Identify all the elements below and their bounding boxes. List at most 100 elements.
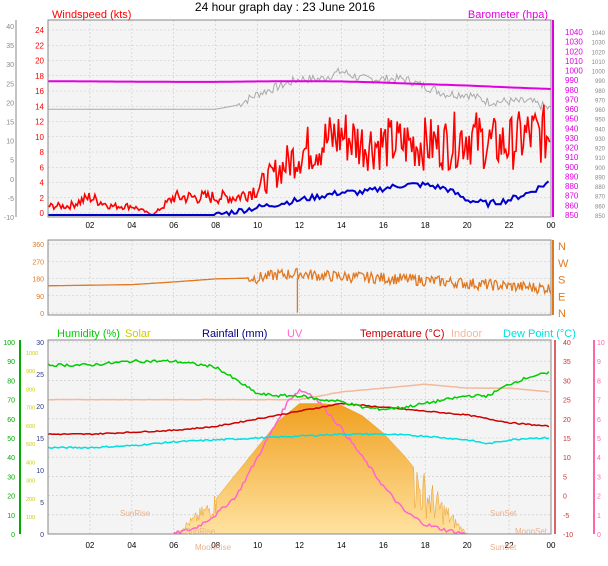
windspeed-tick: 16 [35, 87, 44, 96]
temp-x-tick: 00 [547, 541, 556, 550]
temperature-tick: 0 [563, 494, 567, 501]
humidity-tick: 100 [3, 340, 15, 347]
barometer-right-tick: 990 [595, 79, 606, 85]
windspeed-tick: 0 [40, 209, 45, 218]
rainfall-tick: 10 [36, 468, 44, 475]
temperature-tick: 30 [563, 378, 571, 385]
barometer-tick: 990 [565, 76, 579, 85]
sun-annotation: SunSet [490, 543, 517, 552]
legend-item: Rainfall (mm) [202, 328, 267, 340]
secondary-tick: 35 [6, 43, 14, 50]
barometer-tick: 890 [565, 172, 579, 181]
uv-tick: 3 [597, 474, 601, 481]
sun-annotation: SunRise [120, 509, 151, 518]
temperature-tick: 35 [563, 359, 571, 366]
barometer-right-tick: 870 [595, 195, 606, 201]
direction-tick: 0 [40, 311, 44, 318]
solar-tick: 600 [26, 424, 35, 430]
solar-tick: 400 [26, 460, 35, 466]
wind-x-tick: 04 [127, 221, 136, 230]
wind-x-tick: 18 [421, 221, 430, 230]
indoor-line [48, 383, 549, 401]
temperature-tick: 5 [563, 474, 567, 481]
barometer-tick: 930 [565, 134, 579, 143]
direction-tick: 270 [32, 259, 44, 266]
uv-line [173, 388, 466, 535]
rainfall-axis: 30 25 20 15 10 5 0 [36, 340, 44, 539]
barometer-right-tick: 970 [595, 98, 606, 104]
humidity-tick: 80 [7, 378, 15, 385]
barometer-tick: 1040 [565, 28, 583, 37]
barometer-right-tick: 890 [595, 175, 606, 181]
temperature-line [47, 402, 550, 436]
temp-x-tick: 08 [211, 541, 220, 550]
temp-x-tick: 16 [379, 541, 388, 550]
barometer-right-tick: 1020 [592, 50, 606, 56]
barometer-line [48, 80, 552, 90]
temperature-tick: 15 [563, 436, 571, 443]
barometer-axis: 1040103010201010100099098097096095094093… [552, 20, 583, 220]
humidity-tick: 30 [7, 474, 15, 481]
barometer-tick: 980 [565, 86, 579, 95]
uv-tick: 5 [597, 436, 601, 443]
barometer-right-tick: 880 [595, 185, 606, 191]
windspeed-tick: 2 [40, 194, 45, 203]
solar-tick: 900 [26, 369, 35, 375]
uv-tick: 1 [597, 513, 601, 520]
windspeed-line [47, 104, 551, 216]
secondary-tick: 0 [10, 177, 14, 184]
uv-tick: 2 [597, 494, 601, 501]
humidity-tick: 70 [7, 398, 15, 405]
temp-x-tick: 18 [421, 541, 430, 550]
humidity-tick: 10 [7, 513, 15, 520]
rainfall-tick: 0 [40, 532, 44, 539]
barometer-right-tick: 940 [595, 127, 606, 133]
direction-compass-label: W [558, 258, 569, 270]
wind-x-tick: 22 [505, 221, 514, 230]
barometer-right-tick: 980 [595, 89, 606, 95]
barometer-tick: 1000 [565, 67, 583, 76]
temperature-tick: -5 [563, 513, 569, 520]
wind-series [47, 67, 552, 217]
barometer-right-tick: 920 [595, 147, 606, 153]
humidity-tick: 40 [7, 455, 15, 462]
temperature-tick: 25 [563, 398, 571, 405]
solar-axis: 1000 900 800 700 600 500 400 300 200 100 [26, 351, 38, 521]
humidity-tick: 20 [7, 494, 15, 501]
solar-tick: 100 [26, 515, 35, 521]
uv-tick: 7 [597, 398, 601, 405]
direction-compass-label: E [558, 291, 565, 303]
temp-x-tick: 10 [253, 541, 262, 550]
secondary-tick: 5 [10, 158, 14, 165]
barometer-right-tick: 910 [595, 156, 606, 162]
secondary-tick: -5 [8, 196, 14, 203]
sun-moon-annotations: SunRise SunSet MoonSet SunSet SunRise MoonRis… [120, 509, 548, 552]
secondary-left-axis: 40 35 30 25 20 15 10 5 0 -5 -10 [4, 20, 17, 222]
legend-item: Dew Point (°C) [503, 328, 576, 340]
windspeed-tick: 4 [40, 179, 45, 188]
humidity-tick: 90 [7, 359, 15, 366]
temperature-axis: 40 35 30 25 20 15 10 5 0 -5 -10 [554, 340, 573, 539]
barometer-tick: 900 [565, 163, 579, 172]
windspeed-tick: 12 [35, 118, 44, 127]
temp-x-tick: 22 [505, 541, 514, 550]
secondary-tick: 30 [6, 62, 14, 69]
solar-tick: 200 [26, 497, 35, 503]
barometer-tick: 880 [565, 182, 579, 191]
wind-x-tick: 16 [379, 221, 388, 230]
direction-compass-label: N [558, 308, 566, 320]
windspeed-tick: 14 [35, 102, 44, 111]
direction-tick: 90 [36, 294, 44, 301]
barometer-tick: 1030 [565, 38, 583, 47]
wind-x-tick: 02 [85, 221, 94, 230]
uv-tick: 0 [597, 532, 601, 539]
wind-plot-frame [47, 19, 552, 218]
direction-left-axis: 360 270 180 90 0 [32, 242, 44, 318]
windspeed-tick: 18 [35, 72, 44, 81]
windspeed-tick: 20 [35, 57, 44, 66]
legend-item: UV [287, 328, 303, 340]
temperature-tick: -10 [563, 532, 573, 539]
windspeed-tick: 8 [40, 148, 45, 157]
